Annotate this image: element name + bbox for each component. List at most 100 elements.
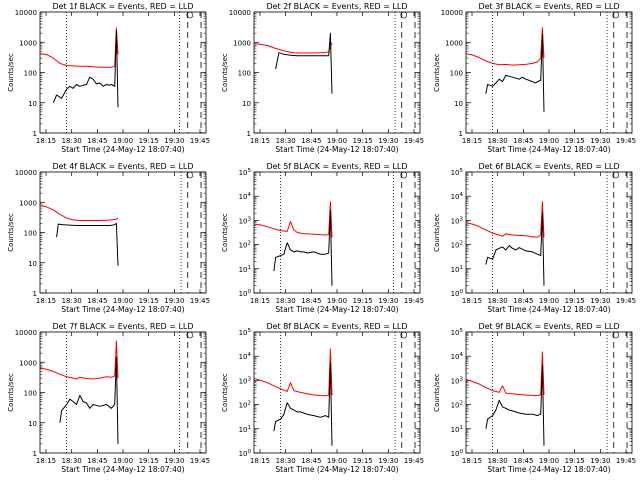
- chart-panel-7: Det 7f BLACK = Events, RED = LLD 1 10 100 10…: [7, 322, 210, 474]
- x-tick-label: 19:30: [590, 457, 610, 465]
- marker-symbol: [612, 331, 620, 339]
- chart-title: Det 8f BLACK = Events, RED = LLD: [266, 322, 407, 331]
- x-tick-label: 19:15: [353, 137, 373, 145]
- x-tick-label: 19:00: [327, 297, 347, 305]
- series-line-red: [465, 351, 545, 397]
- x-tick-label: 19:30: [590, 297, 610, 305]
- y-tick-label: 1000: [19, 199, 37, 207]
- y-tick-label: 100: [239, 449, 252, 458]
- x-axis-label: Start Time (24-May-12 18:07:40): [487, 145, 610, 154]
- y-tick-label: 105: [239, 328, 252, 337]
- series-line-black: [485, 212, 545, 286]
- y-tick-label: 100: [451, 289, 464, 298]
- marker-symbol: [400, 171, 408, 179]
- x-tick-label: 18:45: [301, 457, 321, 465]
- x-tick-label: 18:30: [488, 457, 508, 465]
- chart-panel-5: Det 5f BLACK = Events, RED = LLD 100 101 10…: [221, 162, 424, 314]
- series-line-red: [39, 340, 119, 380]
- y-tick-label: 100: [450, 70, 463, 78]
- x-tick-label: 18:30: [488, 297, 508, 305]
- marker-symbol: [186, 331, 194, 339]
- chart-title: Det 4f BLACK = Events, RED = LLD: [52, 162, 193, 171]
- x-tick-label: 19:15: [565, 137, 585, 145]
- x-tick-label: 18:45: [87, 457, 107, 465]
- y-tick-label: 1: [459, 130, 463, 138]
- y-tick-label: 1: [247, 130, 251, 138]
- x-tick-label: 19:00: [539, 457, 559, 465]
- y-tick-label: 103: [451, 376, 464, 385]
- x-tick-label: 18:30: [276, 457, 296, 465]
- x-tick-label: 18:30: [62, 457, 82, 465]
- plot-frame: [39, 11, 207, 134]
- chart-panel-1: Det 1f BLACK = Events, RED = LLD 1 10 100 10…: [7, 2, 210, 154]
- series-line-red: [465, 201, 545, 238]
- series-line-black: [59, 356, 119, 444]
- y-axis-label: Counts/sec: [221, 213, 229, 252]
- y-tick-label: 1000: [233, 39, 251, 47]
- y-tick-label: 10: [28, 260, 37, 268]
- y-tick-label: 10000: [441, 9, 463, 17]
- x-tick-label: 19:15: [139, 457, 159, 465]
- x-axis-label: Start Time (24-May-12 18:07:40): [61, 305, 184, 314]
- x-tick-label: 18:15: [36, 297, 56, 305]
- y-tick-label: 104: [239, 352, 252, 361]
- x-tick-label: 18:15: [36, 457, 56, 465]
- y-tick-label: 100: [238, 70, 251, 78]
- y-tick-label: 100: [239, 289, 252, 298]
- y-tick-label: 102: [239, 241, 251, 250]
- x-tick-label: 19:15: [139, 297, 159, 305]
- x-tick-label: 18:15: [250, 297, 270, 305]
- x-tick-label: 19:00: [327, 457, 347, 465]
- x-tick-label: 19:45: [190, 297, 210, 305]
- y-tick-label: 103: [239, 376, 252, 385]
- chart-panel-3: Det 3f BLACK = Events, RED = LLD 1 10 100 10…: [433, 2, 636, 154]
- plot-frame: [253, 171, 421, 294]
- chart-panel-9: Det 9f BLACK = Events, RED = LLD 100 101 10…: [433, 322, 636, 474]
- x-tick-label: 19:45: [404, 137, 424, 145]
- y-tick-label: 104: [451, 352, 464, 361]
- x-tick-label: 18:30: [276, 137, 296, 145]
- x-axis-label: Start Time (24-May-12 18:07:40): [275, 465, 398, 474]
- chart-title: Det 7f BLACK = Events, RED = LLD: [52, 322, 193, 331]
- x-tick-label: 19:30: [590, 137, 610, 145]
- y-tick-label: 10: [28, 420, 37, 428]
- y-axis-label: Counts/sec: [7, 53, 15, 92]
- x-tick-label: 18:15: [462, 297, 482, 305]
- x-tick-label: 18:45: [513, 297, 533, 305]
- x-tick-label: 19:45: [404, 297, 424, 305]
- x-tick-label: 19:15: [353, 457, 373, 465]
- x-tick-label: 18:15: [36, 137, 56, 145]
- y-tick-label: 1000: [445, 39, 463, 47]
- x-tick-label: 19:15: [353, 297, 373, 305]
- x-tick-label: 18:30: [62, 137, 82, 145]
- x-tick-label: 19:30: [378, 137, 398, 145]
- chart-title: Det 9f BLACK = Events, RED = LLD: [478, 322, 619, 331]
- y-tick-label: 10000: [15, 9, 37, 17]
- series-line-red: [465, 27, 545, 66]
- x-tick-label: 18:45: [301, 137, 321, 145]
- marker-symbol: [400, 11, 408, 19]
- chart-title: Det 5f BLACK = Events, RED = LLD: [266, 162, 407, 171]
- series-line-red: [253, 42, 333, 54]
- x-tick-label: 18:30: [276, 297, 296, 305]
- x-tick-label: 18:15: [250, 457, 270, 465]
- chart-panel-6: Det 6f BLACK = Events, RED = LLD 100 101 10…: [433, 162, 636, 314]
- y-axis-label: Counts/sec: [433, 373, 441, 412]
- x-tick-label: 18:15: [250, 137, 270, 145]
- y-tick-label: 101: [451, 425, 463, 434]
- x-tick-label: 18:45: [513, 457, 533, 465]
- series-line-red: [39, 204, 119, 221]
- x-tick-label: 19:00: [539, 297, 559, 305]
- x-tick-label: 18:15: [462, 137, 482, 145]
- x-tick-label: 18:45: [513, 137, 533, 145]
- y-tick-label: 100: [451, 449, 464, 458]
- x-axis-label: Start Time (24-May-12 18:07:40): [275, 145, 398, 154]
- x-axis-label: Start Time (24-May-12 18:07:40): [487, 465, 610, 474]
- chart-title: Det 6f BLACK = Events, RED = LLD: [478, 162, 619, 171]
- y-tick-label: 1: [33, 450, 37, 458]
- x-tick-label: 18:15: [462, 457, 482, 465]
- y-tick-label: 103: [451, 216, 464, 225]
- y-tick-label: 1: [33, 130, 37, 138]
- y-tick-label: 10: [28, 100, 37, 108]
- series-line-black: [275, 32, 333, 94]
